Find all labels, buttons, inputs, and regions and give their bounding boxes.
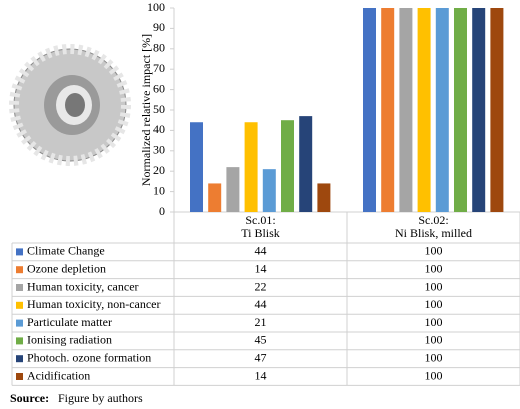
y-tick-label: 60 <box>153 81 165 95</box>
table-value: 14 <box>255 261 267 275</box>
legend-marker <box>16 355 23 363</box>
bar <box>299 116 313 212</box>
y-tick-label: 70 <box>153 61 165 75</box>
legend-marker <box>16 284 23 291</box>
table-value: 100 <box>425 350 443 364</box>
bar <box>208 183 222 212</box>
y-tick-label: 80 <box>153 41 165 55</box>
legend-label: Ozone depletion <box>27 261 106 275</box>
bar <box>490 8 504 212</box>
legend-marker <box>16 337 23 345</box>
bar <box>363 8 376 212</box>
table-value: 100 <box>425 279 443 293</box>
table-value: 21 <box>255 315 267 329</box>
bar <box>317 183 331 212</box>
turbine-image <box>9 44 131 166</box>
legend-marker <box>16 301 23 309</box>
legend-label: Acidification <box>27 368 90 382</box>
bar <box>472 8 486 212</box>
legend-label: Particulate matter <box>27 315 112 329</box>
bar <box>435 8 449 212</box>
bar <box>381 8 395 212</box>
table-value: 22 <box>255 279 267 293</box>
y-axis-label: Normalized relative impact [%] <box>139 34 153 186</box>
table-value: 44 <box>255 297 267 311</box>
table-value: 100 <box>425 333 443 347</box>
y-tick-label: 40 <box>153 122 165 136</box>
bar <box>244 122 258 212</box>
legend-label: Climate Change <box>27 244 105 258</box>
table-value: 100 <box>425 315 443 329</box>
x-tick-label: Sc.01: <box>245 213 275 227</box>
table-value: 100 <box>425 244 443 258</box>
table-value: 45 <box>255 333 267 347</box>
y-tick-label: 90 <box>153 20 165 34</box>
table-value: 44 <box>255 244 267 258</box>
table-value: 100 <box>425 368 443 382</box>
legend-marker <box>16 373 23 380</box>
legend-label: Photoch. ozone formation <box>27 350 151 364</box>
legend-marker <box>16 248 23 256</box>
y-tick-label: 30 <box>153 143 165 157</box>
bar <box>454 8 467 212</box>
table-value: 100 <box>425 297 443 311</box>
bar <box>417 8 431 212</box>
y-tick-label: 20 <box>153 163 165 177</box>
y-tick-label: 100 <box>147 0 165 14</box>
x-tick-label: Sc.02: <box>418 213 448 227</box>
bar <box>281 120 294 212</box>
x-tick-label: Ni Blisk, milled <box>395 226 472 240</box>
legend-marker <box>16 266 23 274</box>
source-text: Figure by authors <box>58 391 143 405</box>
bar <box>226 167 240 212</box>
y-tick-label: 50 <box>153 102 165 116</box>
legend-label: Human toxicity, cancer <box>27 279 139 293</box>
legend-label: Human toxicity, non-cancer <box>27 297 161 311</box>
x-tick-label: Ti Blisk <box>241 226 280 240</box>
table-value: 14 <box>255 368 267 382</box>
table-value: 100 <box>425 261 443 275</box>
y-tick-label: 0 <box>159 204 165 218</box>
source-label: Source: <box>10 391 49 405</box>
legend-marker <box>16 319 23 327</box>
table-value: 47 <box>255 350 267 364</box>
bar <box>399 8 413 212</box>
y-tick-label: 10 <box>153 183 165 197</box>
bar <box>190 122 203 212</box>
legend-label: Ionising radiation <box>27 333 112 347</box>
bar <box>262 169 276 212</box>
